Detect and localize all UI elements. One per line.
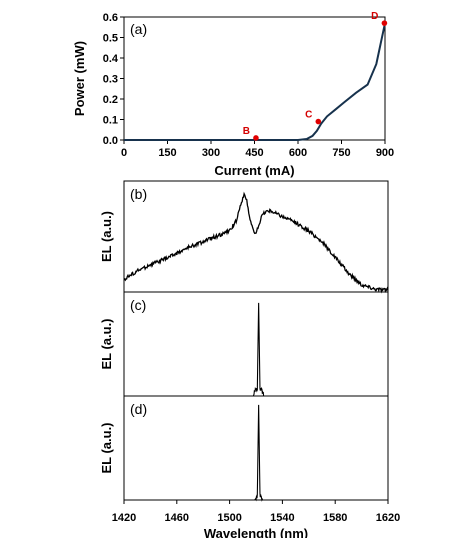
x-tick-label: 1460 <box>165 512 189 524</box>
panel-label: (c) <box>130 297 146 313</box>
y-axis-label: EL (a.u.) <box>99 422 114 473</box>
x-tick-label: 1420 <box>112 512 136 524</box>
y-tick-label: 0.6 <box>103 12 118 24</box>
el-spectrum-c <box>124 302 388 397</box>
y-axis-label: Power (mW) <box>72 41 87 116</box>
panel-label: (d) <box>130 401 147 417</box>
x-tick-label: 1620 <box>376 512 400 524</box>
el-spectrum-d <box>124 404 388 502</box>
x-tick-label: 600 <box>289 147 307 159</box>
el-spectrum-b <box>123 191 389 294</box>
panel-a: 0 150 300 450 600 750 900 0.0 0.1 0.2 0.3 0.4 0.5 0.6… <box>72 11 394 178</box>
y-axis-label: EL (a.u.) <box>99 211 114 262</box>
x-tick-label: 900 <box>376 147 394 159</box>
point-label-c: C <box>305 110 312 121</box>
x-tick-label: 450 <box>245 147 263 159</box>
panel-d: (d) EL (a.u.) 1420 1460 1500 1540 1580 1620 Wave… <box>99 395 400 538</box>
point-marker-c <box>315 118 322 125</box>
panel-label: (a) <box>130 21 147 37</box>
x-axis-label: Wavelength (nm) <box>204 526 308 538</box>
x-axis-label: Current (mA) <box>214 163 294 178</box>
x-tick-label: 150 <box>158 147 176 159</box>
li-curve <box>124 22 386 141</box>
x-tick-label: 0 <box>121 147 127 159</box>
plot-frame-d <box>123 395 389 501</box>
panel-c: (c) EL (a.u.) <box>99 291 389 397</box>
y-axis-label: EL (a.u.) <box>99 318 114 369</box>
y-tick-label: 0.3 <box>103 74 118 86</box>
y-tick-label: 0.4 <box>103 53 119 65</box>
x-tick-label: 750 <box>332 147 350 159</box>
plot-frame-a <box>123 16 386 141</box>
x-tick-label: 1540 <box>270 512 294 524</box>
plot-frame-c <box>123 291 389 397</box>
x-tick-label: 1580 <box>323 512 347 524</box>
x-tick-label: 1500 <box>217 512 241 524</box>
y-tick-label: 0.5 <box>103 33 118 45</box>
y-tick-label: 0.1 <box>103 115 118 127</box>
y-tick-label: 0.2 <box>103 94 118 106</box>
panel-label: (b) <box>130 186 147 202</box>
point-marker-d <box>381 20 388 26</box>
point-label-b: B <box>243 126 250 137</box>
panel-b: (b) EL (a.u.) <box>99 180 389 294</box>
point-label-d: D <box>371 11 378 22</box>
x-tick-label: 300 <box>202 147 220 159</box>
y-tick-label: 0.0 <box>103 135 118 147</box>
point-marker-b <box>253 135 259 141</box>
